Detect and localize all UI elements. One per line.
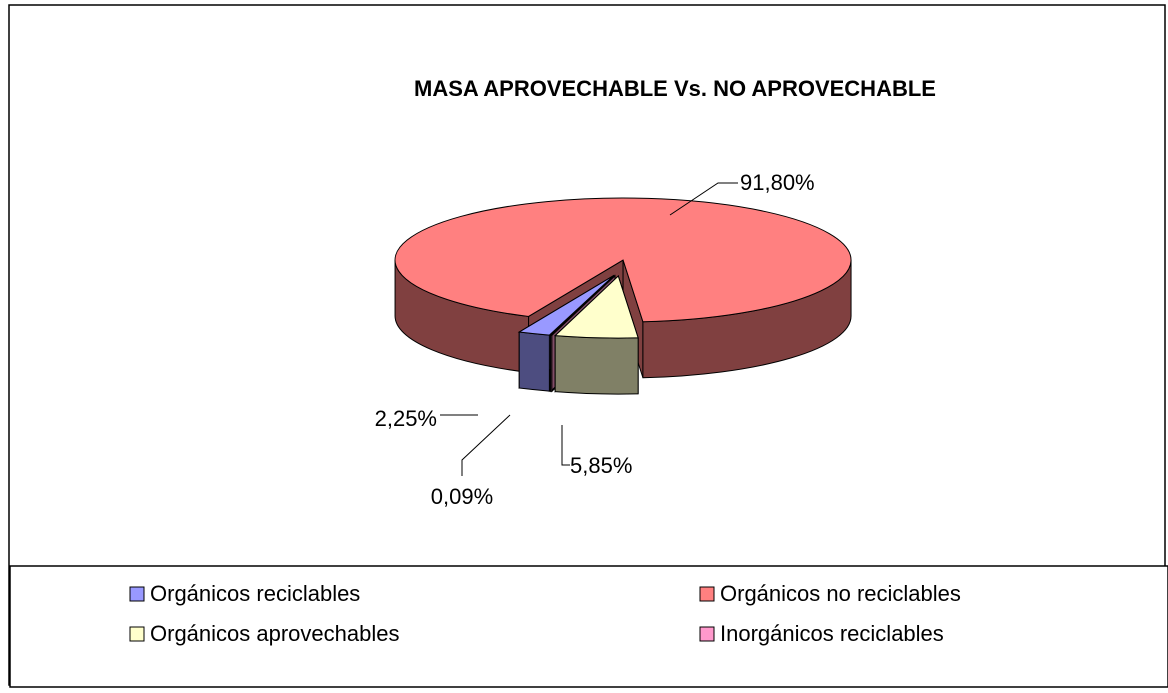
legend-box xyxy=(9,565,1168,688)
leader-line xyxy=(561,425,570,466)
slice xyxy=(394,197,852,323)
legend-swatch xyxy=(699,586,715,602)
legend-swatch xyxy=(129,626,145,642)
slice xyxy=(554,275,639,339)
data-label: 5,85% xyxy=(570,453,632,478)
legend-label: Orgánicos aprovechables xyxy=(150,621,399,646)
legend-swatch xyxy=(129,586,145,602)
slice xyxy=(517,275,615,336)
leader-line xyxy=(669,182,738,216)
data-label: 91,80% xyxy=(740,170,815,195)
chart-title: MASA APROVECHABLE Vs. NO APROVECHABLE xyxy=(414,76,936,101)
slice-wall xyxy=(550,334,553,392)
legend-swatch xyxy=(699,626,715,642)
slice-wall xyxy=(518,331,550,392)
legend-label: Inorgánicos reciclables xyxy=(720,621,944,646)
data-label: 0,09% xyxy=(431,484,493,509)
legend-label: Orgánicos reciclables xyxy=(150,581,360,606)
slice xyxy=(549,275,616,336)
legend-label: Orgánicos no reciclables xyxy=(720,581,961,606)
slice-wall xyxy=(554,335,639,395)
leader-line xyxy=(461,414,511,476)
data-label: 2,25% xyxy=(375,406,437,431)
